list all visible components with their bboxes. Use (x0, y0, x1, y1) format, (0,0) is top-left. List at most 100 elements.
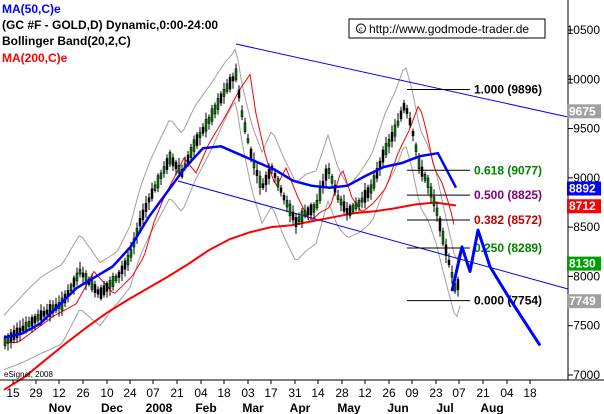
y-tick-label: 10500 (567, 23, 601, 37)
candle-body (342, 201, 346, 212)
candle-body (171, 157, 175, 167)
candle-body (288, 203, 292, 217)
y-tick-label: 8500 (573, 220, 600, 234)
website-box (348, 18, 546, 39)
candle-body (114, 275, 118, 281)
candle-body (444, 244, 448, 256)
candle-body (75, 272, 79, 282)
x-day-label: 26 (76, 386, 90, 400)
candle-body (219, 93, 223, 104)
ma50-legend: MA(50,C)e (2, 2, 61, 16)
candle-body (339, 198, 343, 206)
candle-body (315, 200, 319, 209)
candle-body (423, 173, 427, 181)
y-tick-label: 7500 (573, 319, 600, 333)
candle-body (33, 315, 37, 324)
y-tick-label: 9000 (573, 171, 600, 185)
candle-body (249, 148, 253, 159)
candle-body (192, 139, 196, 152)
candle-body (246, 138, 250, 143)
bollinger-upper (3, 48, 461, 316)
candle-body (117, 271, 121, 278)
price-badge (567, 294, 601, 309)
price-badge-label: 9675 (569, 104, 596, 118)
price-badge (567, 181, 601, 196)
candle-body (48, 304, 52, 317)
ma200-legend: MA(200,C)e (2, 51, 68, 65)
x-day-label: 23 (429, 386, 443, 400)
candle-body (351, 204, 355, 212)
candle-body (39, 310, 43, 321)
x-month-label: Jul (436, 401, 453, 414)
candle-body (243, 122, 247, 132)
candle-body (267, 169, 271, 179)
candle-body (141, 209, 145, 220)
price-badge-label: 8892 (569, 182, 596, 196)
ma-short-path (4, 73, 455, 343)
candle-body (210, 108, 214, 122)
candle-body (327, 167, 331, 174)
candle-body (93, 284, 97, 293)
candle-body (336, 195, 340, 200)
x-day-label: 15 (6, 386, 20, 400)
x-month-label: Aug (480, 401, 503, 414)
candle-body (357, 199, 361, 207)
candle-body (120, 265, 124, 275)
candle-body (396, 120, 400, 126)
candle-body (15, 327, 19, 339)
x-day-label: 14 (311, 386, 325, 400)
x-month-label: 2008 (146, 401, 173, 414)
candle-body (156, 175, 160, 189)
y-tick-label: 8000 (573, 269, 600, 283)
candle-body (411, 130, 415, 137)
candle-body (441, 231, 445, 245)
x-day-label: 10 (100, 386, 114, 400)
candle-body (399, 110, 403, 120)
candle-body (360, 197, 364, 203)
y-tick-label: 9500 (573, 122, 600, 136)
x-day-label: 18 (217, 386, 231, 400)
candle-body (168, 151, 172, 165)
price-badge (567, 199, 601, 214)
trend-channel (177, 43, 569, 290)
candle-body (69, 284, 73, 292)
candle-body (225, 83, 229, 92)
fib-label: 0.000 (7754) (474, 294, 542, 308)
fib-label: 1.000 (9896) (474, 83, 542, 97)
candle-body (108, 280, 112, 289)
x-day-label: 03 (241, 386, 255, 400)
candle-body (144, 202, 148, 212)
x-month-label: Feb (195, 401, 216, 414)
candle-body (309, 204, 313, 216)
candle-body (312, 204, 316, 213)
candle-body (258, 175, 262, 188)
price-badge-label: 7749 (569, 294, 596, 308)
candle-body (420, 166, 424, 177)
x-month-label: Nov (49, 401, 72, 414)
ma50-line (3, 145, 458, 339)
candle-body (36, 314, 40, 321)
candle-body (408, 117, 412, 126)
price-badge (567, 256, 601, 271)
x-day-label: 18 (523, 386, 537, 400)
candle-body (24, 322, 28, 331)
candle-body (354, 202, 358, 210)
y-axis: 7000 7500 8000 8500 9000 9500 10000 10500 (567, 23, 601, 382)
x-day-label: 26 (382, 386, 396, 400)
candle-body (111, 275, 115, 287)
candle-body (435, 207, 439, 216)
candle-body (231, 76, 235, 82)
candle-body (264, 174, 268, 185)
price-badge-label: 8130 (569, 257, 596, 271)
candle-body (402, 102, 406, 111)
candle-body (30, 317, 34, 327)
candle-body (240, 110, 244, 118)
candle-body (429, 186, 433, 198)
channel-upper-line (235, 43, 569, 118)
ma200-line (3, 73, 457, 391)
candle-body (291, 211, 295, 221)
candle-body (438, 218, 442, 232)
candle-body (255, 169, 259, 176)
candle-body (150, 188, 154, 199)
